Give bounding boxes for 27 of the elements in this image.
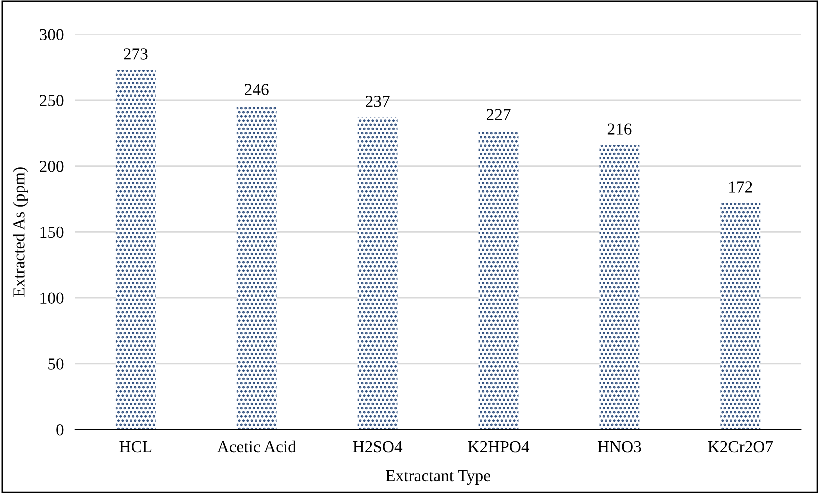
x-tick-label: H2SO4 — [353, 441, 403, 453]
bar — [600, 145, 640, 430]
y-tick-label: 250 — [40, 95, 64, 106]
y-tick-label: 0 — [56, 424, 64, 436]
bar — [358, 118, 398, 430]
y-tick-label: 50 — [48, 358, 64, 370]
bar — [478, 130, 519, 430]
data-label: 237 — [366, 96, 390, 108]
x-tick-label: HNO3 — [598, 441, 642, 453]
bar — [236, 106, 277, 430]
y-axis-title: Extracted As (ppm) — [13, 168, 28, 297]
data-label: 246 — [245, 84, 269, 96]
data-label: 172 — [730, 182, 752, 193]
data-label: 216 — [608, 124, 632, 135]
y-tick-label: 300 — [40, 29, 64, 41]
x-tick-label: K2Cr2O7 — [708, 441, 774, 453]
bar — [116, 70, 156, 430]
data-label: 273 — [124, 48, 148, 60]
x-tick-label: K2HPO4 — [468, 441, 530, 453]
y-tick-label: 150 — [40, 226, 64, 238]
y-tick-label: 100 — [40, 292, 64, 304]
x-tick-label: HCL — [120, 441, 152, 453]
y-tick-label: 200 — [40, 161, 64, 172]
x-axis-title: Extractant Type — [386, 470, 490, 486]
x-tick-label: Acetic Acid — [217, 440, 296, 453]
data-label: 227 — [486, 109, 511, 120]
bar — [720, 203, 761, 430]
